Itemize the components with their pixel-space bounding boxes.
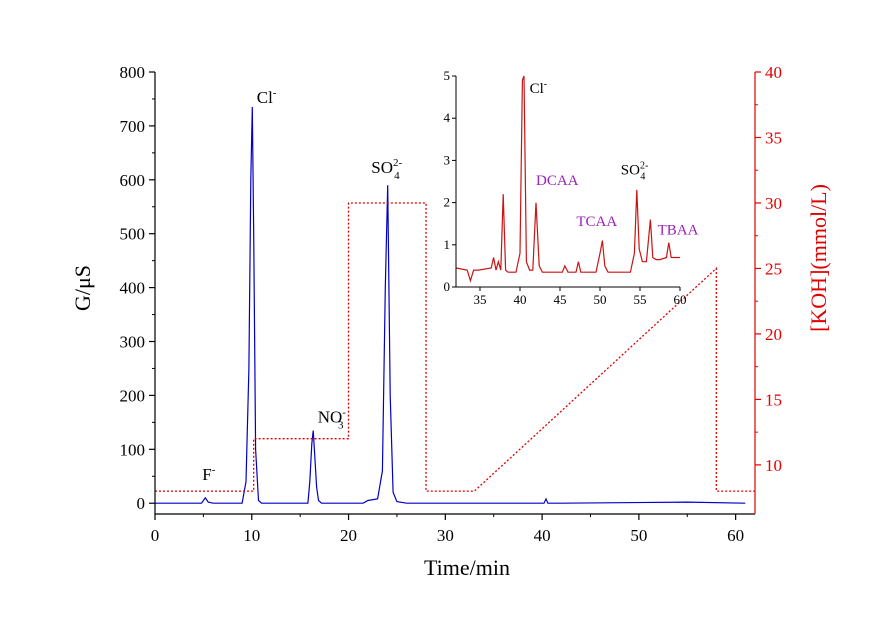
inset-conductivity-line [455, 75, 680, 283]
y-tick-label: 800 [120, 63, 146, 82]
inset-y-tick-label: 0 [444, 279, 451, 294]
inset-acid-label: TCAA [576, 214, 617, 230]
y-tick-label: 100 [120, 440, 146, 459]
y-tick-label: 300 [120, 333, 146, 352]
y2-tick-label: 30 [765, 194, 782, 213]
inset-x-tick-label: 50 [594, 292, 607, 307]
x-axis-label: Time/min [424, 555, 510, 580]
y-tick-label: 700 [120, 117, 146, 136]
inset-x-tick-label: 40 [514, 292, 527, 307]
x-tick-label: 0 [151, 526, 160, 545]
koh-gradient-line [155, 202, 755, 492]
inset-background [456, 76, 680, 287]
x-tick-label: 50 [630, 526, 647, 545]
peak-label: F- [202, 464, 215, 484]
y2-tick-label: 15 [765, 390, 782, 409]
x-tick-label: 60 [727, 526, 744, 545]
inset-peak-label: Cl- [530, 79, 548, 97]
y-tick-label: 500 [120, 225, 146, 244]
y-tick-label: 400 [120, 279, 146, 298]
inset-y-tick-label: 5 [444, 68, 451, 83]
peak-label: Cl- [257, 87, 277, 107]
inset-acid-label: TBAA [658, 222, 699, 238]
inset-y-tick-label: 1 [444, 237, 451, 252]
y-axis-label: G/μS [70, 265, 95, 311]
y-tick-label: 600 [120, 171, 146, 190]
inset-y-tick-label: 2 [444, 195, 451, 210]
y-tick-label: 200 [120, 386, 146, 405]
inset-acid-label: DCAA [536, 173, 579, 189]
peak-label: SO2-4 [371, 157, 402, 182]
y2-axis-label: [KOH](mmol/L) [806, 184, 831, 332]
inset-y-tick-label: 4 [444, 110, 451, 125]
inset-x-tick-label: 55 [634, 292, 647, 307]
y2-tick-label: 10 [765, 456, 782, 475]
inset-x-tick-label: 45 [554, 292, 567, 307]
peak-label: NO-3 [318, 406, 347, 431]
conductivity-line [155, 106, 746, 504]
x-tick-label: 40 [534, 526, 551, 545]
inset-x-tick-label: 60 [674, 292, 687, 307]
inset-x-tick-label: 35 [474, 292, 487, 307]
inset-peak-label: SO2-4 [621, 161, 649, 183]
y2-tick-label: 40 [765, 63, 782, 82]
inset-y-tick-label: 3 [444, 152, 451, 167]
y2-tick-label: 25 [765, 259, 782, 278]
x-tick-label: 30 [437, 526, 454, 545]
x-tick-label: 10 [243, 526, 260, 545]
y-tick-label: 0 [137, 494, 146, 513]
y2-tick-label: 35 [765, 128, 782, 147]
x-tick-label: 20 [340, 526, 357, 545]
y2-tick-label: 20 [765, 325, 782, 344]
